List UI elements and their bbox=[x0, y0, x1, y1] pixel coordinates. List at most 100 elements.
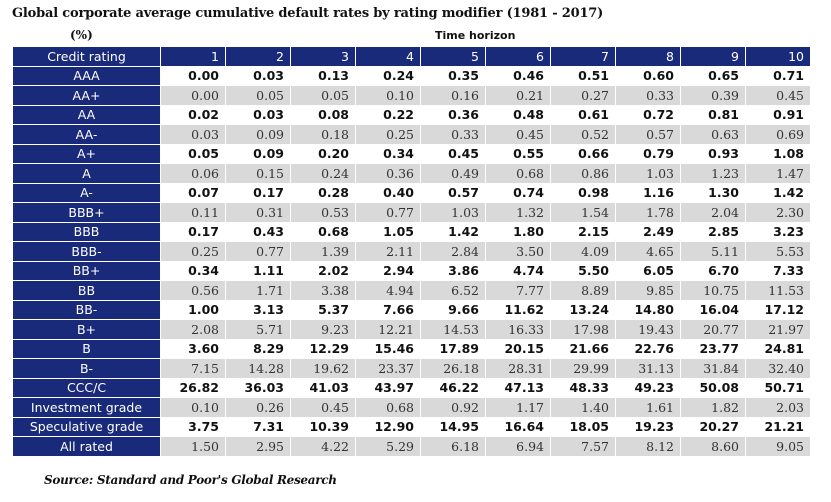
rate-cell: 21.97 bbox=[745, 319, 811, 340]
rate-cell: 8.29 bbox=[225, 338, 291, 359]
rate-cell: 0.24 bbox=[290, 163, 356, 184]
rating-label: BB bbox=[12, 280, 161, 301]
rate-cell: 0.61 bbox=[550, 104, 616, 125]
rate-cell: 0.00 bbox=[160, 65, 226, 86]
rate-cell: 1.61 bbox=[615, 397, 681, 418]
rate-cell: 0.72 bbox=[615, 104, 681, 125]
rate-cell: 21.21 bbox=[745, 416, 811, 437]
rate-cell: 0.68 bbox=[355, 397, 421, 418]
rate-cell: 16.04 bbox=[680, 299, 746, 320]
header-year-3: 3 bbox=[290, 46, 356, 67]
rate-cell: 17.98 bbox=[550, 319, 616, 340]
rate-cell: 1.78 bbox=[615, 202, 681, 223]
rate-cell: 0.22 bbox=[355, 104, 421, 125]
rate-cell: 4.74 bbox=[485, 260, 551, 281]
rate-cell: 19.23 bbox=[615, 416, 681, 437]
table-row: AA+ 0.00 0.05 0.05 0.10 0.16 0.21 0.27 0.33 0.39 0… bbox=[12, 85, 811, 106]
rate-cell: 7.33 bbox=[745, 260, 811, 281]
table-row: CCC/C 26.82 36.03 41.03 43.97 46.22 47.13 48.33… bbox=[12, 377, 811, 398]
rating-label: Speculative grade bbox=[12, 416, 161, 437]
rate-cell: 0.03 bbox=[225, 104, 291, 125]
rate-cell: 26.82 bbox=[160, 377, 226, 398]
table-row: B 3.60 8.29 12.29 15.46 17.89 20.15 21.66 22.76 2… bbox=[12, 338, 811, 359]
rate-cell: 21.66 bbox=[550, 338, 616, 359]
rate-cell: 2.84 bbox=[420, 241, 486, 262]
rate-cell: 3.38 bbox=[290, 280, 356, 301]
rate-cell: 22.76 bbox=[615, 338, 681, 359]
rate-cell: 0.48 bbox=[485, 104, 551, 125]
rate-cell: 23.37 bbox=[355, 358, 421, 379]
rate-cell: 0.45 bbox=[420, 143, 486, 164]
rate-cell: 6.18 bbox=[420, 436, 486, 457]
rate-cell: 0.05 bbox=[160, 143, 226, 164]
rate-cell: 20.15 bbox=[485, 338, 551, 359]
table-title: Global corporate average cumulative defa… bbox=[12, 6, 604, 21]
rate-cell: 0.45 bbox=[745, 85, 811, 106]
rate-cell: 0.02 bbox=[160, 104, 226, 125]
rate-cell: 0.68 bbox=[290, 221, 356, 242]
rate-cell: 24.81 bbox=[745, 338, 811, 359]
rate-cell: 0.05 bbox=[290, 85, 356, 106]
rate-cell: 0.13 bbox=[290, 65, 356, 86]
rating-label: AA- bbox=[12, 124, 161, 145]
rate-cell: 0.33 bbox=[615, 85, 681, 106]
rating-label: BBB bbox=[12, 221, 161, 242]
rate-cell: 0.40 bbox=[355, 182, 421, 203]
table-row: BB+ 0.34 1.11 2.02 2.94 3.86 4.74 5.50 6.05 6.70 7… bbox=[12, 260, 811, 281]
table-row: BB- 1.00 3.13 5.37 7.66 9.66 11.62 13.24 14.80 16… bbox=[12, 299, 811, 320]
rate-cell: 0.52 bbox=[550, 124, 616, 145]
rate-cell: 9.23 bbox=[290, 319, 356, 340]
rating-label: B- bbox=[12, 358, 161, 379]
rating-label: AA bbox=[12, 104, 161, 125]
rate-cell: 0.35 bbox=[420, 65, 486, 86]
rate-cell: 0.27 bbox=[550, 85, 616, 106]
rating-label: A- bbox=[12, 182, 161, 203]
rate-cell: 0.77 bbox=[355, 202, 421, 223]
rate-cell: 0.53 bbox=[290, 202, 356, 223]
rate-cell: 9.66 bbox=[420, 299, 486, 320]
header-year-9: 9 bbox=[680, 46, 746, 67]
rating-label: Investment grade bbox=[12, 397, 161, 418]
rate-cell: 49.23 bbox=[615, 377, 681, 398]
rate-cell: 1.11 bbox=[225, 260, 291, 281]
rate-cell: 0.36 bbox=[420, 104, 486, 125]
table-row: Speculative grade 3.75 7.31 10.39 12.90 14.95… bbox=[12, 416, 811, 437]
rate-cell: 2.04 bbox=[680, 202, 746, 223]
rate-cell: 1.42 bbox=[420, 221, 486, 242]
rate-cell: 46.22 bbox=[420, 377, 486, 398]
rate-cell: 5.37 bbox=[290, 299, 356, 320]
rate-cell: 0.20 bbox=[290, 143, 356, 164]
rate-cell: 0.39 bbox=[680, 85, 746, 106]
rating-label: CCC/C bbox=[12, 377, 161, 398]
rate-cell: 0.34 bbox=[160, 260, 226, 281]
rate-cell: 3.86 bbox=[420, 260, 486, 281]
rate-cell: 5.50 bbox=[550, 260, 616, 281]
rate-cell: 10.39 bbox=[290, 416, 356, 437]
rate-cell: 1.42 bbox=[745, 182, 811, 203]
rate-cell: 14.95 bbox=[420, 416, 486, 437]
table-row: AA 0.02 0.03 0.08 0.22 0.36 0.48 0.61 0.72 0.81 0.… bbox=[12, 104, 811, 125]
header-year-2: 2 bbox=[225, 46, 291, 67]
header-year-8: 8 bbox=[615, 46, 681, 67]
table-row: BB 0.56 1.71 3.38 4.94 6.52 7.77 8.89 9.85 10.75 1… bbox=[12, 280, 811, 301]
rate-cell: 41.03 bbox=[290, 377, 356, 398]
rate-cell: 0.15 bbox=[225, 163, 291, 184]
rate-cell: 0.45 bbox=[485, 124, 551, 145]
rate-cell: 18.05 bbox=[550, 416, 616, 437]
rating-label: All rated bbox=[12, 436, 161, 457]
rate-cell: 0.10 bbox=[160, 397, 226, 418]
rate-cell: 19.62 bbox=[290, 358, 356, 379]
rate-cell: 1.30 bbox=[680, 182, 746, 203]
rate-cell: 11.53 bbox=[745, 280, 811, 301]
rate-cell: 32.40 bbox=[745, 358, 811, 379]
rate-cell: 0.74 bbox=[485, 182, 551, 203]
rate-cell: 2.49 bbox=[615, 221, 681, 242]
rate-cell: 3.75 bbox=[160, 416, 226, 437]
header-year-5: 5 bbox=[420, 46, 486, 67]
rate-cell: 17.12 bbox=[745, 299, 811, 320]
rate-cell: 0.16 bbox=[420, 85, 486, 106]
rate-cell: 14.28 bbox=[225, 358, 291, 379]
rate-cell: 3.13 bbox=[225, 299, 291, 320]
rate-cell: 0.93 bbox=[680, 143, 746, 164]
rate-cell: 2.03 bbox=[745, 397, 811, 418]
